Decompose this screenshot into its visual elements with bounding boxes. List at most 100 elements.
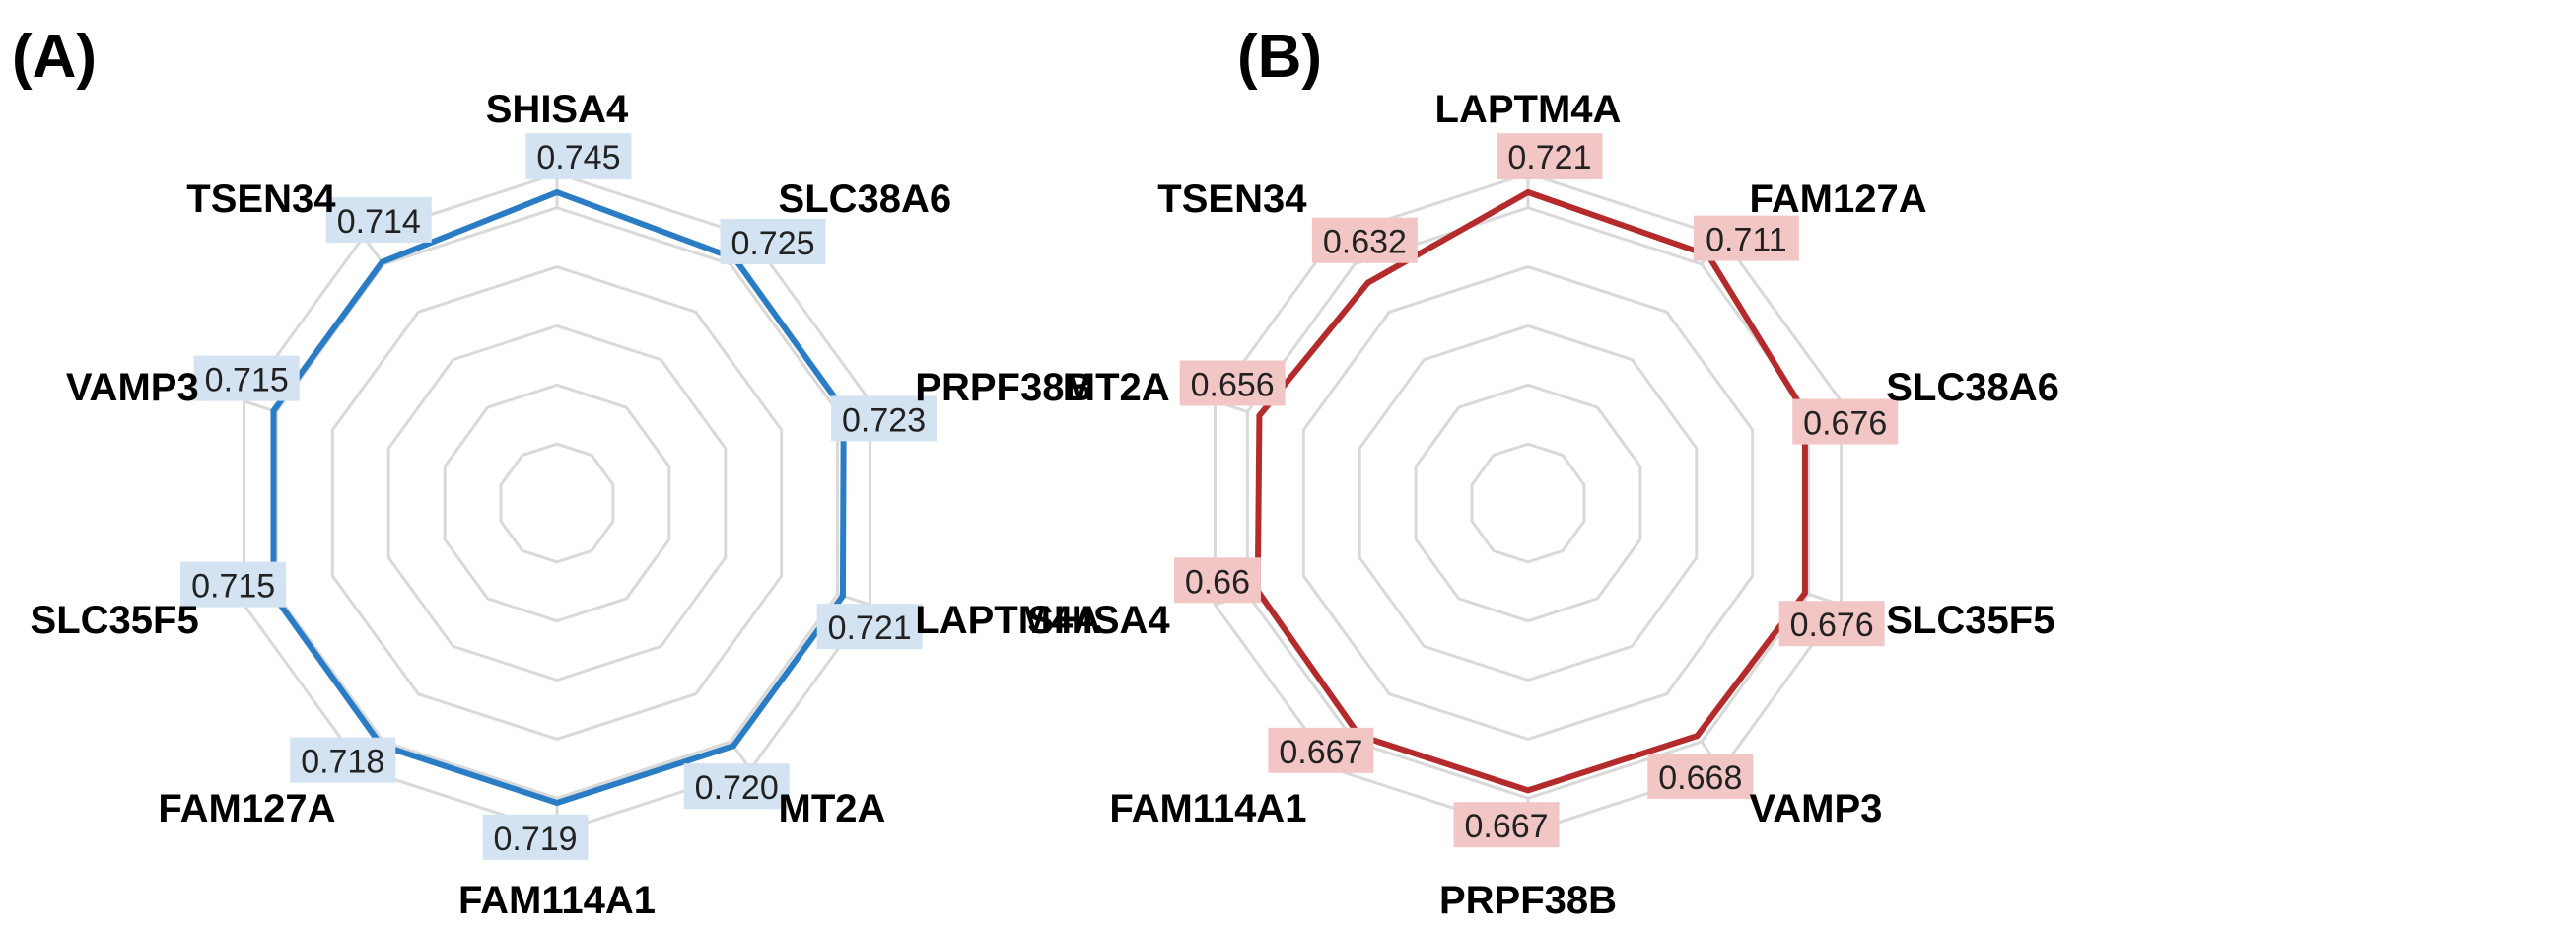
axis-label-slc35f5: SLC35F5: [31, 599, 199, 642]
axis-label-mt2a: MT2A: [1063, 366, 1170, 409]
grid-ring: [242, 172, 872, 834]
value-label-text: 0.720: [695, 769, 779, 807]
axis-label-shisa4: SHISA4: [1027, 599, 1170, 642]
value-label-text: 0.632: [1323, 224, 1407, 261]
grid-ring: [330, 265, 784, 741]
value-label-slc35f5: 0.676: [1778, 601, 1885, 647]
value-label-text: 0.723: [842, 401, 926, 439]
value-label-fam114a1: 0.719: [482, 814, 589, 860]
value-label-bg: [1179, 360, 1286, 406]
value-label-fam127a: 0.718: [290, 737, 396, 783]
axis-label-prpf38b: PRPF38B: [915, 366, 1092, 409]
axis-label-prpf38b: PRPF38B: [1439, 879, 1617, 922]
value-label-tsen34: 0.632: [1311, 217, 1418, 263]
value-label-bg: [193, 355, 300, 401]
grid-ring: [1358, 323, 1699, 682]
value-label-text: 0.745: [536, 139, 620, 177]
axis-label-fam127a: FAM127A: [158, 787, 335, 830]
value-label-text: 0.715: [205, 362, 289, 399]
value-label-bg: [1497, 133, 1603, 179]
data-point-vamp3: [270, 407, 277, 414]
data-point-slc35f5: [1801, 590, 1808, 597]
value-label-slc38a6: 0.676: [1792, 398, 1899, 445]
axis-label-fam114a1: FAM114A1: [458, 879, 656, 922]
value-label-bg: [720, 218, 826, 264]
data-point-mt2a: [730, 743, 736, 750]
value-label-bg: [816, 604, 923, 650]
data-point-shisa4: [554, 189, 560, 195]
value-label-text: 0.714: [337, 203, 421, 241]
data-point-tsen34: [379, 258, 385, 265]
value-label-fam127a: 0.711: [1693, 215, 1799, 261]
value-label-text: 0.721: [828, 610, 912, 647]
axis-label-slc35f5: SLC35F5: [1886, 599, 2054, 642]
axis-label-fam127a: FAM127A: [1750, 178, 1927, 221]
value-label-laptm4a: 0.721: [816, 604, 923, 650]
axis-label-vamp3: VAMP3: [66, 366, 199, 409]
grid-ring: [1414, 383, 1642, 623]
value-label-text: 0.667: [1465, 808, 1549, 845]
value-label-text: 0.721: [1507, 139, 1591, 177]
axis-label-slc38a6: SLC38A6: [779, 178, 952, 221]
value-label-shisa4: 0.66: [1173, 557, 1261, 604]
value-label-slc35f5: 0.715: [180, 561, 287, 608]
axis-label-fam114a1: FAM114A1: [1109, 787, 1306, 830]
value-label-text: 0.676: [1803, 405, 1887, 443]
data-point-vamp3: [1694, 733, 1701, 740]
panel-a-grid: [242, 172, 872, 834]
value-label-text: 0.66: [1185, 563, 1250, 601]
value-label-text: 0.718: [301, 744, 384, 781]
value-label-bg: [325, 196, 432, 243]
data-point-laptm4a: [839, 593, 846, 600]
value-label-text: 0.725: [731, 225, 814, 262]
grid-ring: [386, 323, 728, 682]
axis-label-tsen34: TSEN34: [186, 178, 336, 221]
data-point-tsen34: [1364, 279, 1371, 286]
value-label-bg: [1792, 398, 1899, 445]
axis-label-laptm4a: LAPTM4A: [1435, 88, 1622, 131]
axis-label-shisa4: SHISA4: [486, 88, 629, 131]
value-label-bg: [525, 133, 632, 179]
value-label-prpf38b: 0.667: [1453, 802, 1560, 848]
panel-a-series-line: [270, 189, 847, 807]
value-label-bg: [683, 763, 790, 810]
value-label-text: 0.656: [1191, 366, 1275, 403]
value-label-bg: [1311, 217, 1418, 263]
value-label-text: 0.676: [1790, 607, 1874, 644]
value-label-bg: [831, 395, 938, 442]
axis-label-vamp3: VAMP3: [1750, 787, 1883, 830]
value-label-text: 0.667: [1279, 734, 1362, 771]
data-point-prpf38b: [1525, 787, 1531, 794]
value-label-bg: [1778, 601, 1885, 647]
value-label-bg: [180, 561, 287, 608]
axis-label-tsen34: TSEN34: [1157, 178, 1307, 221]
data-point-fam114a1: [554, 800, 560, 807]
value-label-bg: [1453, 802, 1560, 848]
value-label-slc38a6: 0.725: [720, 218, 826, 264]
grid-ring: [443, 383, 671, 623]
grid-ring: [1301, 265, 1755, 741]
panel-a-marks: 0.745 0.725 0.723 0.721 0.720 0.719 0.718 0.715…: [31, 88, 1102, 922]
value-label-bg: [1173, 557, 1261, 604]
value-label-mt2a: 0.656: [1179, 360, 1286, 406]
value-label-vamp3: 0.668: [1647, 753, 1754, 799]
value-label-bg: [1268, 727, 1374, 773]
value-label-laptm4a: 0.721: [1497, 133, 1603, 179]
value-label-bg: [1647, 753, 1754, 799]
data-point-mt2a: [1256, 412, 1263, 419]
value-label-bg: [1693, 215, 1799, 261]
grid-ring: [499, 442, 615, 564]
axis-label-mt2a: MT2A: [779, 787, 886, 830]
panel-b-series-line: [1254, 189, 1808, 794]
value-label-mt2a: 0.720: [683, 763, 790, 810]
value-label-bg: [482, 814, 589, 860]
value-label-text: 0.668: [1658, 759, 1742, 797]
value-label-text: 0.719: [494, 821, 578, 858]
panel-a-label: (A): [12, 23, 97, 91]
data-point-laptm4a: [1525, 189, 1531, 195]
value-label-fam114a1: 0.667: [1268, 727, 1374, 773]
panel-b-marks: 0.721 0.711 0.676 0.676 0.668 0.667 0.667 0.66 0…: [1027, 88, 2059, 922]
value-label-text: 0.711: [1706, 222, 1787, 259]
panel-b-radar-chart: (B) 0.7210.7110.6760.6760.6680.6670.6670…: [1027, 23, 2059, 922]
